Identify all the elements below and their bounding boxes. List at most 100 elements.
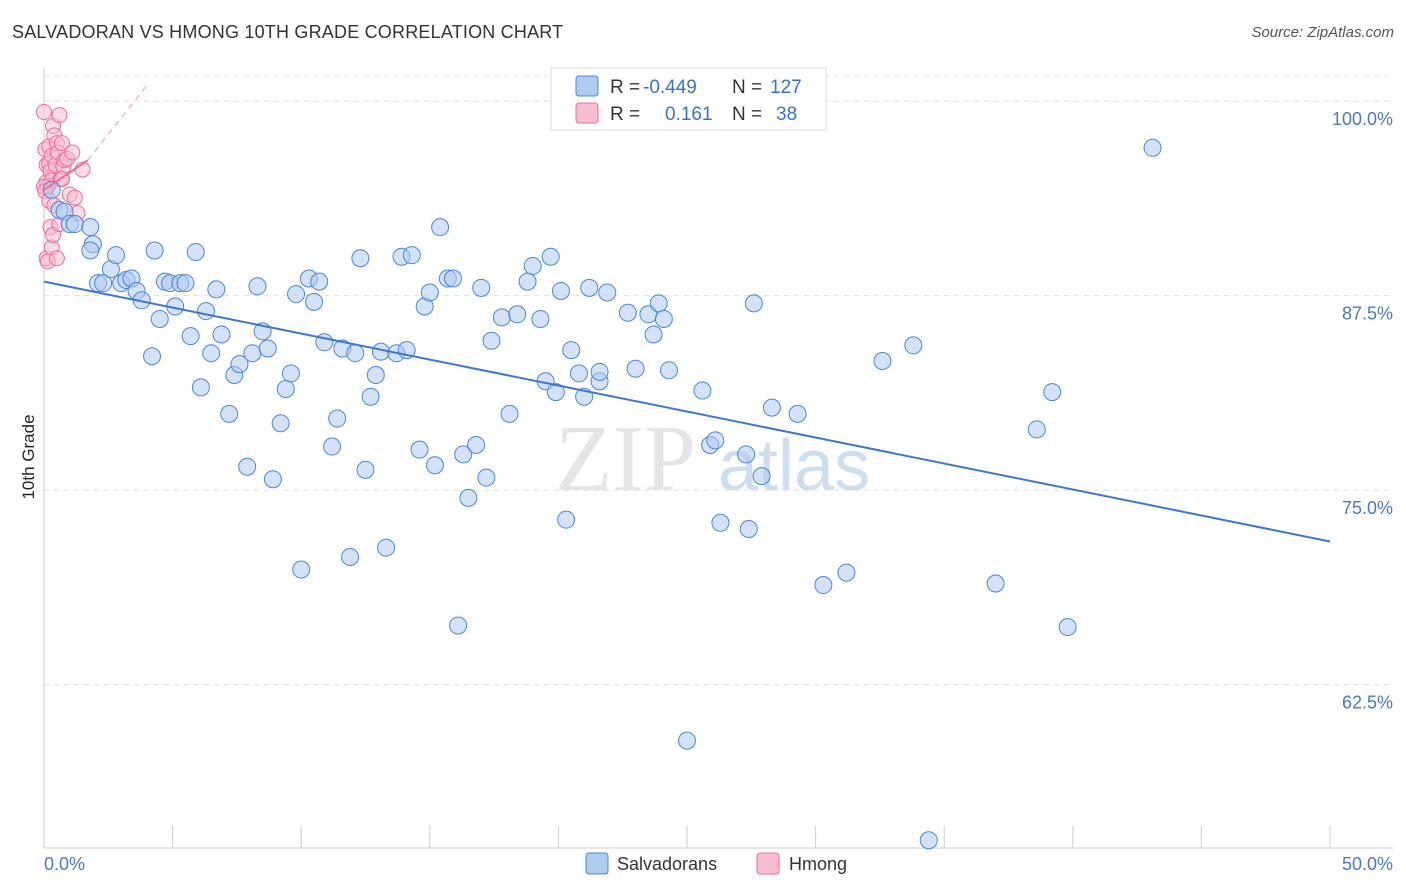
- salvadoran-point: [402, 246, 421, 265]
- y-tick-label-3: 62.5%: [1342, 693, 1393, 713]
- hmong-point: [36, 104, 52, 121]
- salvadoran-point: [523, 257, 542, 276]
- salvadoran-point: [492, 308, 511, 327]
- salvadoran-point: [341, 548, 360, 567]
- bottom-legend-label-salvadorans: Salvadorans: [617, 854, 717, 874]
- salvadoran-point: [904, 336, 923, 355]
- salvadoran-point: [361, 387, 380, 406]
- salvadoran-point: [281, 364, 300, 383]
- salvadoran-point: [431, 218, 450, 237]
- legend-r-label-salvadorans: R =: [610, 77, 640, 98]
- salvadoran-point: [693, 381, 712, 400]
- salvadoran-point: [569, 364, 588, 383]
- salvadoran-point: [310, 272, 329, 291]
- salvadoran-point: [477, 468, 496, 487]
- salvadoran-point: [212, 325, 231, 344]
- legend-n-value-hmong: 38: [776, 104, 797, 125]
- legend-swatch-salvadorans: [575, 75, 599, 97]
- salvadoran-point: [837, 563, 856, 582]
- y-tick-labels: 100.0% 87.5% 75.0% 62.5%: [1332, 109, 1393, 713]
- salvadoran-point: [107, 246, 126, 265]
- salvadoran-point: [744, 294, 763, 313]
- salvadoran-point: [531, 309, 550, 328]
- salvadoran-point: [305, 292, 324, 311]
- watermark-zip: ZIP: [555, 407, 696, 511]
- salvadoran-point: [598, 283, 617, 302]
- bottom-legend-swatch-salvadorans: [585, 852, 609, 875]
- salvadoran-point: [1143, 138, 1162, 157]
- salvadoran-point: [346, 344, 365, 363]
- salvadoran-point: [562, 341, 581, 360]
- legend-swatch-hmong: [575, 102, 599, 124]
- watermark: ZIP atlas: [555, 407, 870, 511]
- salvadoran-point: [356, 460, 375, 479]
- y-tick-label-1: 87.5%: [1342, 304, 1393, 324]
- salvadoran-point: [248, 277, 267, 296]
- salvadoran-point: [546, 383, 565, 402]
- salvadoran-point: [814, 576, 833, 595]
- salvadoran-point: [191, 378, 210, 397]
- salvadoran-point: [467, 435, 486, 454]
- y-tick-label-0: 100.0%: [1332, 109, 1393, 129]
- salvadoran-point: [366, 365, 385, 384]
- salvadoran-point: [258, 339, 277, 358]
- salvadoran-point: [454, 445, 473, 464]
- salvadoran-point: [420, 283, 439, 302]
- bottom-legend-swatch-hmong: [756, 852, 780, 875]
- legend-r-value-hmong: 0.161: [665, 104, 713, 125]
- salvadoran-point: [287, 285, 306, 304]
- salvadoran-point: [238, 457, 257, 476]
- y-tick-label-2: 75.0%: [1342, 498, 1393, 518]
- salvadoran-point: [271, 414, 290, 433]
- salvadoran-point: [706, 431, 725, 450]
- salvadoran-point: [425, 456, 444, 475]
- salvadoran-point: [873, 351, 892, 370]
- salvadoran-point: [197, 302, 216, 321]
- y-axis-title: 10th Grade: [19, 414, 38, 499]
- salvadoran-point: [580, 278, 599, 297]
- salvadoran-point: [94, 274, 113, 293]
- hmong-point: [54, 135, 71, 152]
- salvadoran-point: [150, 309, 169, 328]
- salvadoran-point: [176, 274, 195, 293]
- salvadoran-point: [739, 520, 758, 539]
- salvadoran-point: [541, 247, 560, 266]
- hmong-point: [51, 107, 68, 124]
- salvadoran-point: [654, 309, 673, 328]
- salvadoran-point: [1043, 383, 1062, 402]
- hmong-point: [66, 189, 83, 206]
- salvadoran-point: [752, 467, 771, 486]
- hmong-point: [48, 250, 65, 267]
- salvadoran-point: [626, 359, 645, 378]
- salvadoran-point: [649, 294, 668, 313]
- salvadoran-point: [323, 437, 342, 456]
- salvadoran-point: [207, 280, 226, 299]
- x-tick-label-right: 50.0%: [1342, 854, 1393, 874]
- salvadoran-points: [42, 138, 1162, 850]
- salvadoran-point: [292, 560, 311, 579]
- salvadoran-point: [518, 272, 537, 291]
- salvadoran-point: [351, 249, 370, 268]
- legend-n-value-salvadorans: 127: [770, 77, 802, 98]
- salvadoran-point: [762, 398, 781, 417]
- correlation-legend: R = -0.449 N = 127 R = 0.161 N = 38: [550, 67, 827, 131]
- salvadoran-point: [557, 510, 576, 529]
- trend-lines: [43, 85, 1331, 543]
- salvadoran-point: [202, 344, 221, 363]
- series-legend: Salvadorans Hmong: [585, 852, 847, 875]
- salvadoran-point: [1058, 618, 1077, 637]
- salvadoran-point: [42, 180, 61, 199]
- source-label: Source: ZipAtlas.com: [1251, 24, 1394, 41]
- salvadoran-point: [377, 538, 396, 557]
- grid-lines: [44, 75, 1393, 686]
- legend-n-label-hmong: N =: [732, 104, 762, 125]
- salvadoran-point: [1027, 420, 1046, 439]
- salvadoran-point: [590, 362, 609, 381]
- salvadoran-point: [410, 440, 429, 459]
- salvadoran-point: [644, 325, 663, 344]
- salvadoran-point: [459, 488, 478, 507]
- salvadoran-point: [551, 281, 570, 300]
- salvadoran-point: [220, 404, 239, 423]
- bottom-legend-label-hmong: Hmong: [789, 854, 847, 874]
- salvadoran-point: [145, 241, 164, 260]
